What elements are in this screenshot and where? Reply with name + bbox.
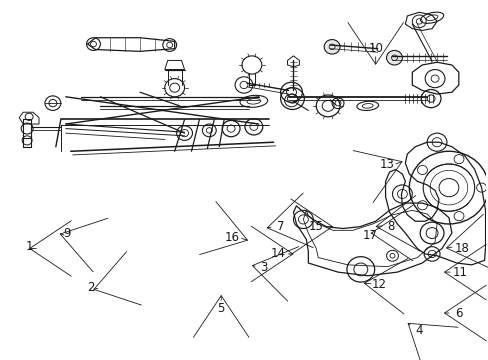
Circle shape bbox=[386, 50, 402, 65]
Text: 1: 1 bbox=[25, 240, 33, 253]
Text: 14: 14 bbox=[270, 247, 285, 260]
Text: 3: 3 bbox=[260, 261, 267, 274]
Text: 8: 8 bbox=[386, 220, 393, 233]
Text: 16: 16 bbox=[224, 231, 239, 244]
Text: 4: 4 bbox=[415, 324, 422, 337]
Text: 12: 12 bbox=[371, 278, 386, 291]
Circle shape bbox=[324, 40, 339, 54]
Text: 17: 17 bbox=[362, 229, 376, 242]
Text: 13: 13 bbox=[379, 158, 394, 171]
Text: 2: 2 bbox=[86, 281, 94, 294]
Text: 6: 6 bbox=[454, 307, 462, 320]
Text: 15: 15 bbox=[308, 220, 323, 233]
Text: 7: 7 bbox=[276, 220, 284, 233]
Text: 5: 5 bbox=[217, 302, 224, 315]
Text: 18: 18 bbox=[453, 242, 468, 255]
Text: 11: 11 bbox=[451, 266, 467, 279]
Text: 10: 10 bbox=[367, 42, 382, 55]
Text: 9: 9 bbox=[63, 226, 70, 239]
